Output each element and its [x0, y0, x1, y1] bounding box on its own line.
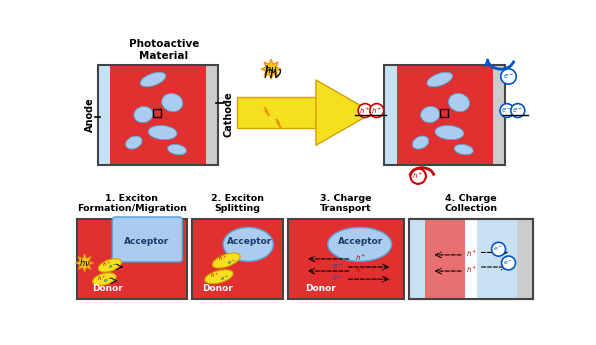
Text: $h^+$: $h^+$: [210, 271, 220, 279]
Text: 1. Exciton
Formation/Migration: 1. Exciton Formation/Migration: [77, 194, 187, 213]
Text: Acceptor: Acceptor: [339, 237, 383, 246]
Circle shape: [411, 168, 426, 184]
Text: $h^+$: $h^+$: [97, 274, 106, 283]
Text: Cathode: Cathode: [224, 92, 234, 137]
Text: Acceptor: Acceptor: [123, 237, 169, 246]
Ellipse shape: [421, 107, 440, 122]
Text: $e^-$: $e^-$: [501, 106, 513, 115]
Ellipse shape: [205, 270, 233, 284]
Circle shape: [500, 104, 514, 118]
Text: $h^+$: $h^+$: [218, 255, 227, 264]
Text: $e^-$: $e^-$: [108, 263, 117, 271]
Text: $h^+$: $h^+$: [371, 105, 383, 116]
Text: Photoactive
Material: Photoactive Material: [129, 39, 199, 61]
Bar: [98, 65, 218, 165]
Text: $h^+$: $h^+$: [466, 265, 478, 275]
Circle shape: [501, 256, 516, 270]
Polygon shape: [465, 218, 477, 299]
Text: $e^-$: $e^-$: [227, 259, 236, 267]
Polygon shape: [261, 59, 281, 79]
Ellipse shape: [134, 107, 153, 122]
Bar: [110, 65, 206, 165]
Text: $h^+$: $h^+$: [355, 265, 366, 275]
Bar: [396, 65, 493, 165]
Circle shape: [501, 69, 516, 84]
Ellipse shape: [126, 136, 142, 149]
Text: $e^-$: $e^-$: [504, 259, 514, 267]
Text: $h^+$: $h^+$: [466, 249, 478, 259]
Ellipse shape: [92, 273, 116, 285]
Polygon shape: [316, 80, 373, 145]
Text: Donor: Donor: [305, 284, 336, 293]
Circle shape: [492, 242, 505, 256]
Bar: [493, 65, 505, 165]
Bar: [153, 109, 162, 117]
Ellipse shape: [167, 145, 187, 155]
Text: $e^-$: $e^-$: [220, 275, 229, 283]
Ellipse shape: [162, 93, 183, 112]
Ellipse shape: [148, 126, 177, 140]
Text: Acceptor: Acceptor: [226, 237, 272, 246]
Bar: [77, 218, 187, 299]
Bar: [409, 218, 426, 299]
Text: $e^-$: $e^-$: [103, 277, 112, 285]
Ellipse shape: [328, 227, 392, 262]
Ellipse shape: [212, 253, 240, 268]
Ellipse shape: [427, 72, 452, 87]
Bar: [409, 218, 533, 299]
Bar: [409, 218, 533, 299]
Bar: [98, 65, 218, 165]
Text: $h\nu$: $h\nu$: [263, 65, 283, 81]
Text: Donor: Donor: [202, 284, 232, 293]
Text: $h^+$: $h^+$: [359, 105, 371, 116]
Text: $e^-$: $e^-$: [493, 245, 504, 253]
Bar: [237, 97, 316, 128]
Text: 4. Charge
Collection: 4. Charge Collection: [445, 194, 498, 213]
Ellipse shape: [98, 259, 122, 272]
Ellipse shape: [454, 145, 473, 155]
Text: Donor: Donor: [92, 284, 123, 293]
Bar: [384, 65, 396, 165]
Text: 2. Exciton
Splitting: 2. Exciton Splitting: [211, 194, 264, 213]
Text: $e^-$: $e^-$: [331, 274, 343, 283]
Ellipse shape: [435, 126, 464, 140]
Text: $h^+$: $h^+$: [102, 260, 111, 269]
Circle shape: [370, 104, 384, 118]
Circle shape: [358, 104, 372, 118]
Circle shape: [511, 104, 524, 118]
Bar: [384, 65, 505, 165]
Polygon shape: [75, 254, 94, 272]
Bar: [440, 109, 448, 117]
Text: $e^-$: $e^-$: [331, 262, 343, 271]
Text: Anode: Anode: [85, 97, 95, 132]
Ellipse shape: [449, 93, 470, 112]
Text: $e^-$: $e^-$: [503, 72, 514, 81]
Bar: [517, 218, 533, 299]
Bar: [471, 218, 517, 299]
Bar: [98, 65, 110, 165]
Text: $e^-$: $e^-$: [512, 106, 523, 115]
Text: $h^+$: $h^+$: [355, 253, 366, 263]
FancyBboxPatch shape: [112, 217, 182, 262]
Ellipse shape: [140, 72, 166, 87]
Bar: [206, 65, 218, 165]
Bar: [288, 218, 404, 299]
Bar: [384, 65, 505, 165]
Ellipse shape: [412, 136, 429, 149]
Text: 3. Charge
Transport: 3. Charge Transport: [320, 194, 372, 213]
Ellipse shape: [223, 227, 274, 262]
Text: $h^+$: $h^+$: [412, 171, 424, 181]
Text: $h\nu$: $h\nu$: [79, 257, 91, 268]
Bar: [191, 218, 283, 299]
Text: $h\nu$: $h\nu$: [265, 63, 278, 75]
